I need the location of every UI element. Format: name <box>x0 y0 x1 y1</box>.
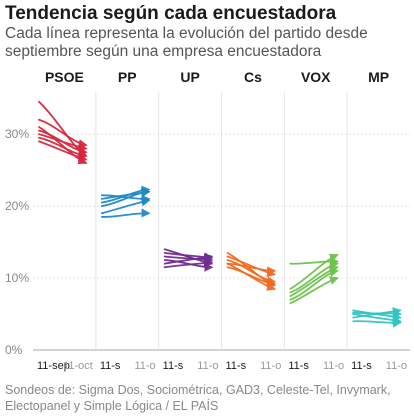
party-label-up: UP <box>180 69 199 85</box>
y-tick-label: 10% <box>5 271 29 285</box>
panel-pp: PP 11-s 11-o <box>95 69 156 372</box>
trend-line-mp <box>352 318 402 328</box>
trend-line-vox <box>289 268 339 301</box>
x-end-label: 11-o <box>323 360 344 372</box>
party-label-mp: MP <box>368 69 389 85</box>
trend-line-psoe <box>38 140 88 162</box>
party-label-vox: VOX <box>301 69 331 85</box>
party-label-psoe: PSOE <box>45 69 84 85</box>
trend-line-vox <box>289 260 339 294</box>
x-end-label: 11-o <box>260 360 281 372</box>
x-end-label: 11-o <box>134 360 155 372</box>
party-label-cs: Cs <box>244 69 262 85</box>
chart-source: Sondeos de: Sigma Dos, Sociométrica, GAD… <box>5 383 391 413</box>
panel-mp: MP 11-s 11-o <box>346 69 407 372</box>
chart-title: Tendencia según cada encuestadora <box>5 3 337 24</box>
trend-line-psoe <box>38 133 88 152</box>
x-end-label: 11-o <box>197 360 218 372</box>
trend-line-up <box>163 251 214 262</box>
x-start-label: 11-s <box>351 360 372 372</box>
trend-line-vox <box>289 253 339 290</box>
trend-line-cs <box>226 262 277 276</box>
panel-up: UP 11-s 11-o <box>158 69 219 372</box>
x-start-label: 11-s <box>163 360 184 372</box>
panel-vox: VOX 11-s 11-o <box>283 69 344 372</box>
trend-line-mp <box>352 308 402 318</box>
x-start-label: 11-s <box>100 360 121 372</box>
trend-line-pp <box>100 208 151 218</box>
y-tick-label: 20% <box>5 199 29 213</box>
trend-line-vox <box>289 276 339 305</box>
trend-line-mp <box>352 313 402 325</box>
x-end-label: 11-oct <box>63 360 93 372</box>
trend-line-pp <box>100 185 151 204</box>
trend-line-cs <box>226 266 277 288</box>
trend-line-pp <box>100 197 151 215</box>
x-end-label: 11-o <box>386 360 407 372</box>
party-label-pp: PP <box>118 69 137 85</box>
trend-line-up <box>163 258 214 269</box>
x-start-label: 11-sep <box>37 360 70 372</box>
x-start-label: 11-s <box>288 360 309 372</box>
trend-line-pp <box>100 194 151 204</box>
y-tick-label: 30% <box>5 127 29 141</box>
chart-subtitle: Cada línea representa la evolución del p… <box>5 25 368 60</box>
trend-line-vox <box>289 256 339 266</box>
x-start-label: 11-s <box>226 360 247 372</box>
y-tick-label: 0% <box>5 343 23 357</box>
panel-cs: Cs 11-s 11-o <box>221 69 281 372</box>
axis-layer: 0% 10% 20% 30% <box>5 127 29 357</box>
